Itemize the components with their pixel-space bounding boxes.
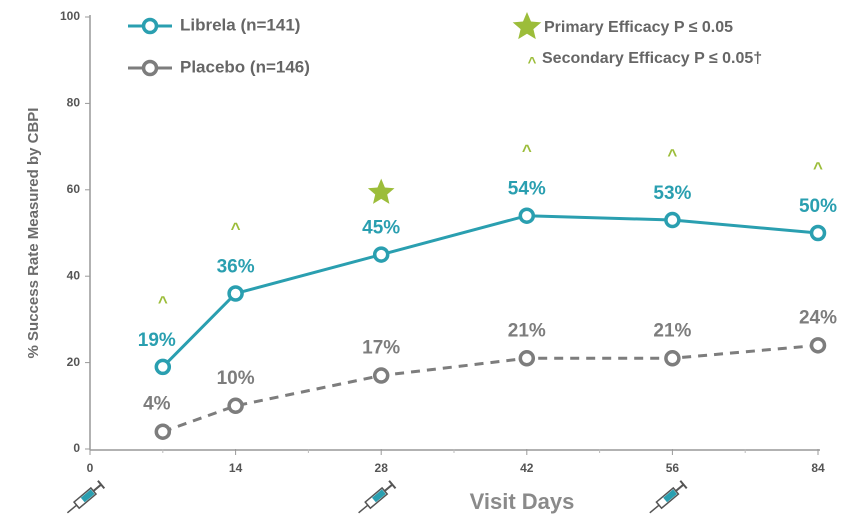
data-label: 54% (508, 179, 546, 200)
syringe-icon (649, 480, 688, 514)
y-tick-label: 100 (60, 9, 80, 23)
syringe-handle (679, 480, 688, 490)
syringe-handle (388, 480, 397, 490)
data-point (664, 211, 681, 229)
data-label: 50% (799, 196, 837, 217)
legend-label: Secondary Efficacy P ≤ 0.05† (542, 50, 762, 67)
legend-label: Librela (n=141) (180, 15, 300, 34)
data-label: 45% (362, 218, 400, 239)
y-tick-label: 0 (73, 441, 80, 455)
legend-label: Placebo (n=146) (180, 57, 310, 76)
x-axis-label: Visit Days (470, 489, 575, 514)
y-tick-label: 80 (67, 96, 81, 110)
syringe-fluid (371, 489, 386, 503)
legend-marker (141, 59, 159, 77)
primary-star (367, 178, 395, 204)
syringe-needle (649, 504, 660, 514)
secondary-caret: ^ (231, 219, 241, 238)
secondary-caret: ^ (158, 292, 168, 311)
x-tick-label: 28 (375, 461, 389, 475)
data-point (809, 224, 827, 242)
data-point (227, 285, 244, 302)
data-label: 4% (143, 394, 171, 415)
y-tick-label: 20 (67, 355, 81, 369)
syringe-icon (358, 480, 397, 514)
legend-star (512, 12, 542, 40)
data-label: 17% (362, 338, 400, 359)
syringe-plunger (384, 483, 393, 492)
data-point (809, 337, 827, 354)
y-tick-label: 40 (67, 268, 81, 282)
legend-label: Primary Efficacy P ≤ 0.05 (544, 19, 733, 36)
syringe-plunger (92, 483, 102, 492)
y-tick-label: 60 (67, 182, 81, 196)
data-label: 10% (217, 368, 255, 389)
x-tick-label: 42 (520, 461, 534, 475)
x-tick-label: 84 (811, 461, 825, 475)
data-point (518, 207, 536, 224)
data-point (227, 397, 244, 415)
data-label: 19% (138, 330, 176, 351)
series-line (162, 343, 819, 434)
syringe-plunger (675, 483, 685, 492)
x-tick-label: 56 (666, 461, 680, 475)
syringe-handle (97, 480, 106, 490)
secondary-caret: ^ (667, 146, 677, 165)
x-tick-label: 0 (87, 461, 94, 475)
data-label: 24% (799, 307, 837, 328)
syringe-needle (66, 504, 78, 514)
syringe-icon (66, 480, 106, 514)
series-line (161, 214, 819, 368)
secondary-caret: ^ (522, 141, 532, 160)
syringe-fluid (80, 489, 95, 503)
data-point (664, 350, 681, 367)
data-point (518, 350, 536, 367)
data-label: 53% (653, 183, 691, 204)
syringe-needle (358, 504, 369, 514)
data-label: 36% (217, 256, 255, 277)
data-point (372, 246, 390, 263)
data-point (372, 367, 390, 384)
data-label: 21% (653, 320, 691, 341)
data-point (154, 423, 172, 440)
legend-caret: ^ (528, 54, 537, 71)
secondary-caret: ^ (813, 158, 823, 177)
data-point (154, 358, 172, 376)
x-tick-label: 14 (229, 461, 243, 475)
y-axis-label: % Success Rate Measured by CBPI (25, 108, 42, 359)
syringe-fluid (663, 489, 678, 503)
legend-marker (141, 17, 159, 35)
data-label: 21% (508, 320, 546, 341)
